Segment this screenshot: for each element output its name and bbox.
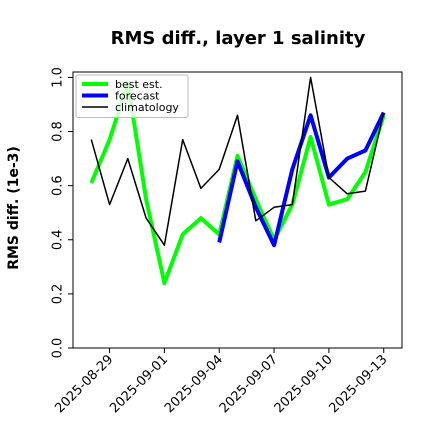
y-tick-label: 1.0 xyxy=(51,67,66,88)
x-tick-label: 2025-08-29 xyxy=(52,352,116,416)
y-tick-label: 0.2 xyxy=(51,284,66,305)
series-line-0 xyxy=(89,80,386,286)
x-tick-label: 2025-09-13 xyxy=(327,352,391,416)
legend-label: forecast xyxy=(115,89,160,102)
y-tick-label: 0.8 xyxy=(51,121,66,142)
x-tick-label: 2025-09-10 xyxy=(272,352,336,416)
series-lines xyxy=(89,76,386,286)
chart-title: RMS diff., layer 1 salinity xyxy=(111,28,366,49)
x-tick-label: 2025-09-01 xyxy=(107,352,171,416)
y-tick-label: 0.6 xyxy=(51,175,66,196)
legend-label: best est. xyxy=(115,78,163,91)
y-ticks: 0.0 0.2 0.4 0.6 0.8 1.0 xyxy=(51,67,73,358)
x-tick-label: 2025-09-07 xyxy=(217,352,281,416)
plot-frame xyxy=(72,71,403,349)
plot-area: 0.00.20.40.60.81.0 2025-08-292025-09-012… xyxy=(51,67,403,416)
y-tick-label: 0.4 xyxy=(51,229,66,250)
legend-label: climatology xyxy=(115,101,179,114)
series-line-2 xyxy=(90,76,385,246)
y-tick-label: 0.0 xyxy=(51,338,66,359)
x-tick-label: 2025-09-04 xyxy=(162,352,226,416)
x-ticks: 2025-08-292025-09-012025-09-042025-09-07… xyxy=(52,348,391,416)
y-axis-label: RMS diff. (1e-3) xyxy=(6,146,22,270)
